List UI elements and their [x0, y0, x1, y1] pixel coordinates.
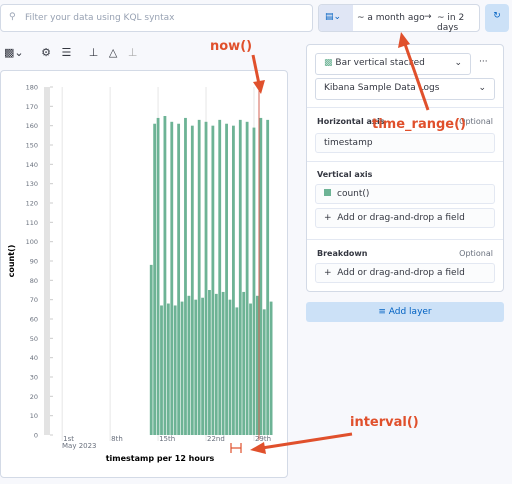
- chart-panel: [0, 70, 288, 478]
- refresh-button[interactable]: ↻: [485, 4, 509, 32]
- date-end[interactable]: ~ in 2 days: [437, 13, 465, 33]
- h-axis-field[interactable]: timestamp: [315, 133, 495, 153]
- add-layer-button[interactable]: ≡ Add layer: [306, 302, 504, 322]
- toolbar[interactable]: ▩⌄ ⚙ ☰ ⊥ △ ⊥: [4, 46, 138, 59]
- annotation: interval(): [350, 415, 419, 430]
- v-axis-title: Vertical axis: [317, 170, 373, 179]
- add-field: Add or drag-and-drop a field: [337, 213, 465, 223]
- chart-type: Bar vertical stacked: [335, 58, 425, 68]
- date-start[interactable]: ~ a month ago: [357, 13, 425, 23]
- h-axis-title: Horizontal axis: [317, 117, 385, 126]
- breakdown-add[interactable]: + Add or drag-and-drop a field: [315, 263, 495, 283]
- field-name: count(): [337, 189, 370, 199]
- breakdown-title: Breakdown: [317, 249, 368, 258]
- divider: [307, 161, 503, 162]
- calendar-button[interactable]: ▤⌄: [319, 5, 353, 31]
- divider: [307, 239, 503, 240]
- divider: [307, 107, 503, 108]
- date-picker[interactable]: ▤⌄ ~ a month ago → ~ in 2 days: [318, 4, 480, 33]
- add-field: Add or drag-and-drop a field: [337, 268, 465, 278]
- search-icon: ⚲: [9, 12, 16, 22]
- h-axis-optional: Optional: [459, 117, 493, 126]
- arrow: →: [424, 12, 432, 22]
- chart-type-select[interactable]: ▩ Bar vertical stacked ⌄: [315, 53, 471, 75]
- field-name: timestamp: [324, 138, 373, 148]
- data-view: Kibana Sample Data Logs: [324, 83, 440, 93]
- layer-panel: ▩ Bar vertical stacked ⌄ ··· Kibana Sampl…: [306, 44, 504, 292]
- query-bar[interactable]: ⚲ Filter your data using KQL syntax: [0, 4, 313, 32]
- v-axis-field[interactable]: count(): [315, 184, 495, 204]
- data-view-select[interactable]: Kibana Sample Data Logs ⌄: [315, 78, 495, 100]
- add-layer: Add layer: [388, 307, 432, 317]
- query-placeholder: Filter your data using KQL syntax: [25, 13, 175, 23]
- v-axis-add[interactable]: + Add or drag-and-drop a field: [315, 208, 495, 228]
- annotation: now(): [210, 39, 252, 54]
- breakdown-optional: Optional: [459, 249, 493, 258]
- more-button[interactable]: ···: [479, 57, 488, 67]
